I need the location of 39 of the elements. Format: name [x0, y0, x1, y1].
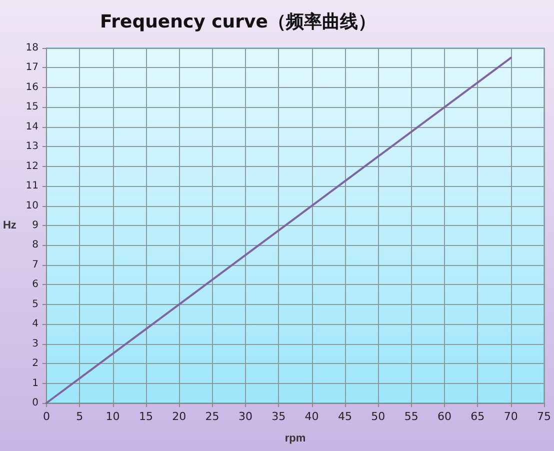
x-tick-label: 0 [42, 410, 50, 423]
x-tick-label: 5 [76, 410, 84, 423]
x-tick-label: 75 [537, 410, 551, 423]
x-tick-label: 15 [138, 410, 153, 423]
x-tick-label: 40 [304, 410, 319, 423]
x-tick-label: 55 [404, 410, 418, 423]
y-tick-label: 7 [32, 259, 38, 270]
x-tick-label: 10 [106, 410, 120, 423]
y-tick-label: 5 [32, 298, 38, 310]
y-tick-label: 2 [32, 358, 38, 370]
x-tick-label: 65 [470, 410, 485, 423]
y-tick-label: 13 [26, 141, 38, 152]
y-axis-title: Hz [2, 220, 17, 232]
y-tick-label: 17 [26, 62, 38, 74]
y-tick-label: 3 [32, 338, 38, 350]
y-tick-label: 0 [32, 398, 38, 408]
y-tick-label: 4 [32, 318, 38, 330]
y-tick-label: 14 [26, 121, 38, 132]
chart-title: Frequency curve（频率曲线） [100, 12, 376, 32]
y-tick-label: 16 [26, 82, 38, 93]
x-tick-label: 50 [371, 410, 386, 423]
line-series [45, 56, 512, 404]
y-tick-label: 18 [26, 42, 38, 54]
y-tick-label: 6 [32, 279, 38, 290]
x-tick-label: 30 [238, 410, 252, 423]
x-tick-label: 25 [205, 410, 220, 423]
y-tick-label: 12 [26, 160, 38, 172]
y-tick-label: 8 [32, 240, 38, 251]
x-tick-label: 70 [504, 410, 518, 423]
x-axis-title: rpm [284, 432, 306, 444]
y-tick-label: 9 [32, 220, 38, 231]
x-tick-label: 35 [272, 410, 286, 423]
x-tick-label: 20 [172, 410, 186, 423]
y-tick-label: 15 [26, 102, 38, 113]
x-tick-label: 45 [338, 410, 352, 423]
y-tick-label: 11 [26, 180, 38, 192]
y-tick-label: 1 [32, 378, 38, 389]
y-tick-label: 10 [26, 200, 38, 212]
x-tick-label: 60 [437, 410, 452, 423]
